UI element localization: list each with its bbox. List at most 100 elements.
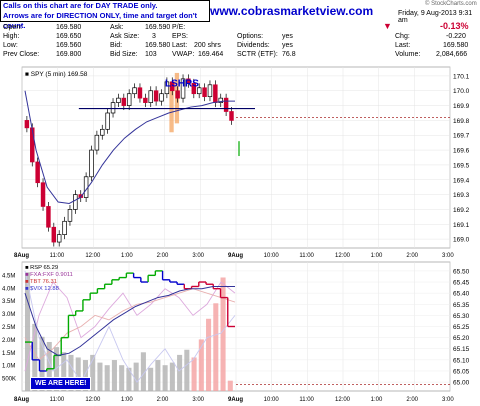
price-x-tick: 3:00	[192, 253, 204, 259]
price-x-tick: 1:00	[371, 253, 383, 259]
indicator-y-tick: 65.15	[453, 346, 470, 353]
price-x-tick: 1:00	[121, 253, 133, 259]
price-candle	[30, 127, 35, 163]
chg-value: -0.220	[446, 33, 466, 40]
high-value: 169.650	[56, 33, 82, 40]
price-candle	[229, 111, 234, 121]
volume-bar	[90, 354, 96, 391]
fxa-fxf-line	[24, 281, 236, 372]
volume-bar	[111, 360, 117, 391]
indicator-y-tick: 65.40	[453, 291, 470, 298]
asksize-label: Ask Size:	[110, 33, 140, 40]
price-y-tick: 170.1	[453, 73, 470, 80]
volume-y-tick: 3.5M	[2, 299, 15, 305]
indicator-x-tick: 1:00	[371, 397, 383, 403]
volume-bar	[227, 380, 233, 391]
volume-label: Volume:	[395, 51, 421, 58]
price-y-tick: 169.1	[453, 222, 470, 229]
price-x-tick: 9Aug	[228, 253, 243, 259]
price-candle	[191, 82, 197, 95]
bidsize-value: 103	[145, 51, 157, 58]
indicator-y-tick: 65.05	[453, 368, 470, 375]
price-x-tick: 12:00	[85, 253, 101, 259]
volume-bar	[75, 357, 81, 391]
lastp-label: Last:	[395, 42, 411, 49]
price-x-tick: 11:00	[299, 253, 314, 259]
price-y-tick: 169.2	[453, 207, 470, 214]
last-value: 200 shrs	[194, 42, 221, 49]
price-y-tick: 169.3	[453, 192, 470, 199]
volume-bar	[61, 352, 67, 391]
open-label: Open:	[3, 24, 23, 31]
sctr-value: 76.8	[282, 51, 296, 58]
volume-y-tick: 3.0M	[2, 312, 15, 318]
volume-bar	[206, 318, 212, 391]
price-candle	[207, 84, 213, 98]
price-x-tick: 2:00	[157, 253, 169, 259]
chg-label: Chg:	[395, 33, 410, 40]
price-y-tick: 169.7	[453, 133, 470, 140]
volume-bar	[46, 341, 52, 391]
notice-line-2: Arrows are for DIRECTION ONLY, time and …	[3, 11, 198, 30]
indicator-x-tick: 12:00	[335, 397, 351, 403]
indicator-y-tick: 65.45	[453, 280, 470, 287]
price-x-tick: 12:00	[335, 253, 351, 259]
options-label: Options:	[237, 33, 264, 40]
price-x-tick: 8Aug	[14, 253, 29, 259]
notice-box: Calls on this chart are for DAY TRADE on…	[0, 0, 210, 30]
price-candle	[126, 93, 132, 106]
prev-label: Prev Close:	[3, 51, 40, 58]
price-y-tick: 169.4	[453, 177, 470, 184]
price-candle	[40, 182, 46, 207]
price-candle	[196, 87, 202, 95]
bid-label: Bid:	[110, 42, 123, 49]
sctr-label: SCTR (ETF):	[237, 51, 278, 58]
volume-value: 2,084,666	[436, 51, 468, 58]
indicator-x-tick: 8Aug	[14, 397, 29, 403]
indicator-x-tick: 3:00	[442, 397, 454, 403]
price-candle	[100, 128, 105, 136]
volume-y-tick: 4.5M	[2, 273, 15, 279]
indicator-legend: ■ FXA:FXF 0.9011	[25, 272, 73, 278]
low-value: 169.560	[56, 42, 82, 49]
indicator-x-tick: 3:00	[192, 397, 204, 403]
pe-label: P/E:	[172, 24, 186, 31]
price-candle	[218, 97, 223, 103]
price-candle	[89, 149, 94, 178]
dividends-value: yes	[282, 42, 293, 49]
bid-value: 169.580	[145, 42, 171, 49]
price-x-tick: 2:00	[406, 253, 418, 259]
price-candle	[170, 81, 175, 92]
price-candle	[164, 81, 170, 95]
volume-bar	[162, 365, 168, 391]
volume-bar	[133, 362, 139, 391]
volume-bar	[119, 365, 125, 391]
volume-y-tick: 500K	[2, 377, 16, 383]
volume-bar	[97, 362, 103, 391]
indicator-x-tick: 10:00	[264, 397, 280, 403]
price-candle	[148, 90, 153, 103]
volume-bar	[177, 354, 183, 391]
price-y-tick: 169.5	[453, 162, 470, 169]
pct-change: -0.13%	[440, 21, 469, 31]
vwap-label: VWAP:	[172, 51, 195, 58]
volume-bar	[148, 367, 154, 391]
volume-bar	[53, 347, 60, 391]
quote-table: Calls on this chart are for DAY TRADE on…	[0, 0, 480, 64]
down-arrow-icon: ▼	[383, 21, 392, 31]
volume-bar	[104, 365, 110, 391]
volume-bar	[213, 303, 219, 391]
last-label: Last:	[172, 42, 188, 49]
price-legend: ■ SPY (5 min) 169.58	[25, 71, 88, 78]
indicator-y-tick: 65.25	[453, 324, 470, 331]
indicator-y-tick: 65.30	[453, 313, 470, 320]
indicator-legend: ■ TBT 76.31	[25, 279, 57, 285]
volume-bar	[32, 323, 38, 391]
website-label[interactable]: www.cobrasmarketview.com	[210, 4, 374, 18]
price-candle	[94, 134, 100, 151]
price-candle	[186, 78, 191, 84]
prev-value: 169.800	[56, 51, 82, 58]
indicator-x-tick: 11:00	[299, 397, 314, 403]
high-label: High:	[3, 33, 20, 40]
